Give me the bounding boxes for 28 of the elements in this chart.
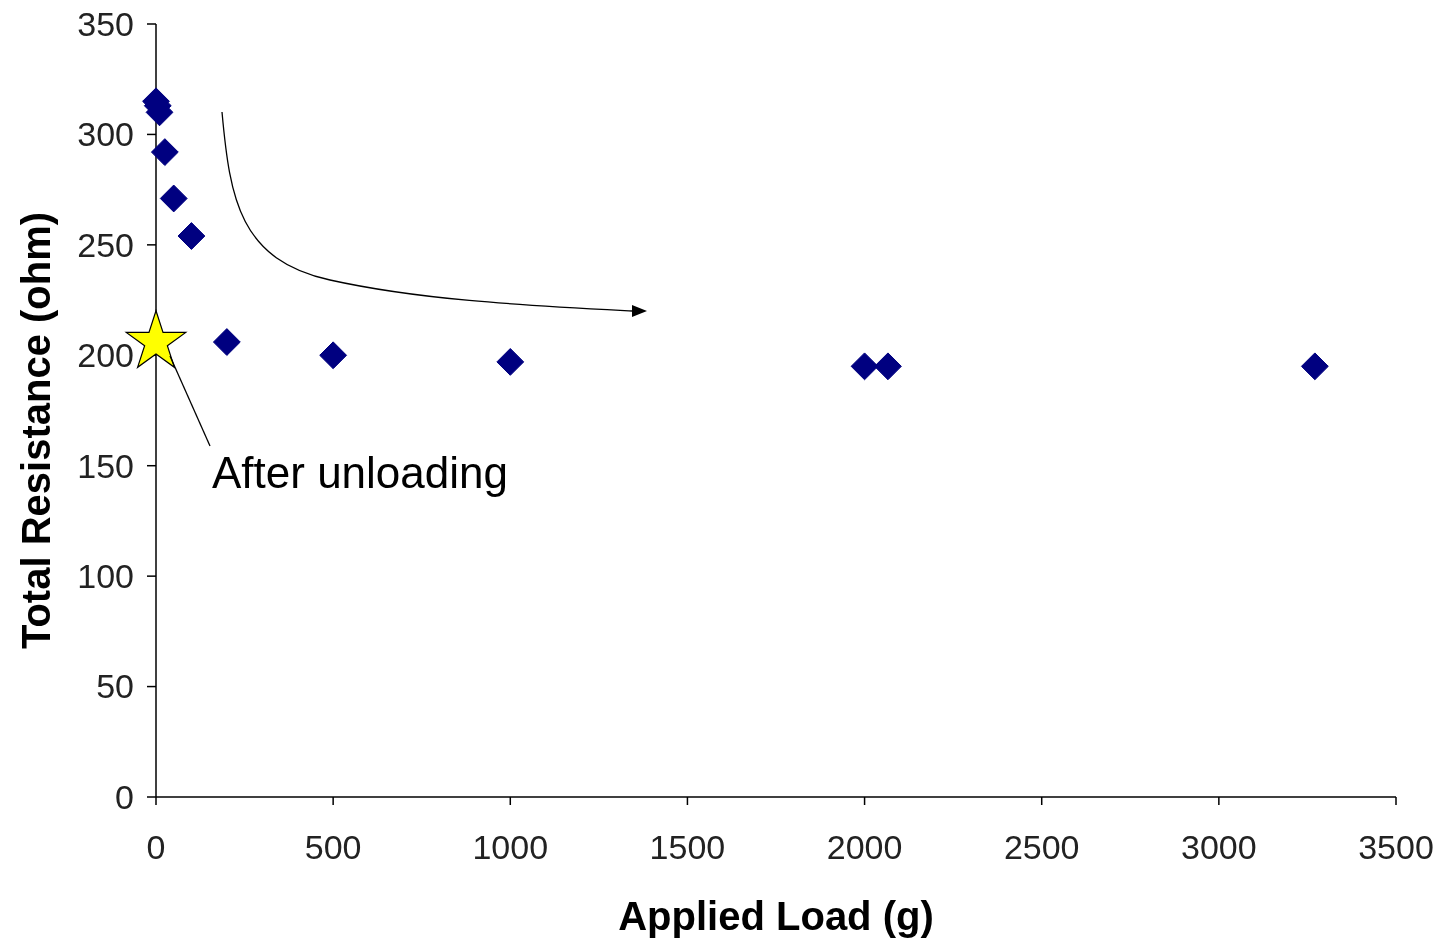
x-tick-label: 3000 xyxy=(1181,828,1257,866)
y-tick-label: 350 xyxy=(77,4,134,43)
point xyxy=(212,328,241,356)
point xyxy=(874,352,902,381)
y-tick-label: 200 xyxy=(77,336,134,375)
x-tick-label: 1500 xyxy=(649,828,726,866)
x-tick-label: 1000 xyxy=(472,828,549,866)
y-tick-label: 50 xyxy=(96,667,134,706)
point xyxy=(159,184,188,213)
point xyxy=(319,341,348,370)
y-tick-label: 300 xyxy=(77,115,134,154)
point xyxy=(177,222,206,250)
x-tick-label: 3500 xyxy=(1358,828,1434,866)
y-tick-label: 250 xyxy=(77,225,134,264)
y-tick-label: 150 xyxy=(77,446,134,485)
point xyxy=(1300,352,1329,381)
x-tick-label: 2500 xyxy=(1003,828,1080,866)
x-tick-label: 0 xyxy=(146,828,166,866)
point xyxy=(496,348,525,376)
y-axis-title: Total Resistance (ohm) xyxy=(14,211,58,650)
x-axis-title: Applied Load (g) xyxy=(618,894,934,938)
annotation: After unloading xyxy=(212,448,508,498)
y-tick-label: 0 xyxy=(115,777,134,816)
x-tick-label: 2000 xyxy=(826,828,903,866)
point xyxy=(150,138,179,167)
x-tick-label: 500 xyxy=(304,828,362,866)
y-tick-label: 100 xyxy=(77,557,134,596)
point xyxy=(850,352,879,381)
